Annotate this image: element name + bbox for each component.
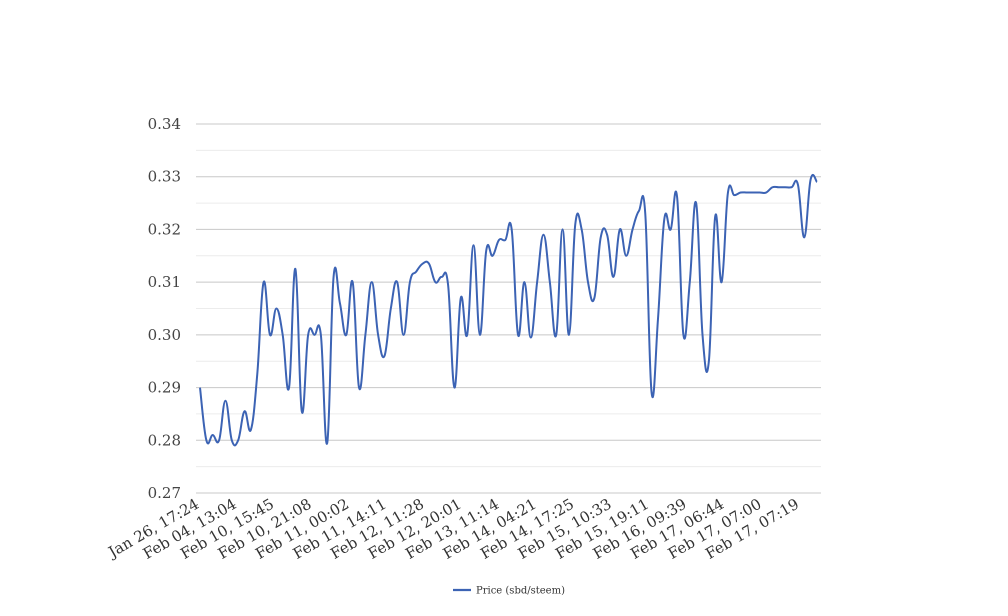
y-tick-label: 0.33 — [148, 168, 181, 186]
y-tick-label: 0.31 — [148, 273, 181, 291]
legend: Price (sbd/steem) — [453, 586, 565, 597]
legend-label: Price (sbd/steem) — [476, 586, 565, 597]
y-tick-label: 0.28 — [148, 431, 181, 449]
series-layer — [199, 174, 818, 447]
y-tick-label: 0.32 — [148, 220, 181, 238]
y-tick-label: 0.30 — [148, 326, 181, 344]
y-tick-label: 0.27 — [148, 484, 181, 502]
series-line-price — [199, 174, 818, 447]
y-axis-ticks: 0.27 0.28 0.29 0.30 0.31 0.32 0.33 0.34 — [148, 115, 181, 502]
grid-lines — [196, 123, 821, 494]
y-tick-label: 0.34 — [148, 115, 181, 133]
y-tick-label: 0.29 — [148, 379, 181, 397]
